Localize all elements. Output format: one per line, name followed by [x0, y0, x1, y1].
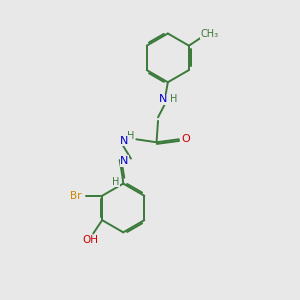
Text: H: H — [127, 131, 135, 141]
Text: Br: Br — [70, 191, 81, 201]
Text: N: N — [120, 156, 129, 166]
Text: H: H — [170, 94, 178, 104]
Text: CH₃: CH₃ — [201, 29, 219, 39]
Text: N: N — [120, 136, 128, 146]
Text: H: H — [112, 176, 120, 187]
Text: OH: OH — [83, 236, 99, 245]
Text: N: N — [159, 94, 167, 104]
Text: O: O — [181, 134, 190, 144]
